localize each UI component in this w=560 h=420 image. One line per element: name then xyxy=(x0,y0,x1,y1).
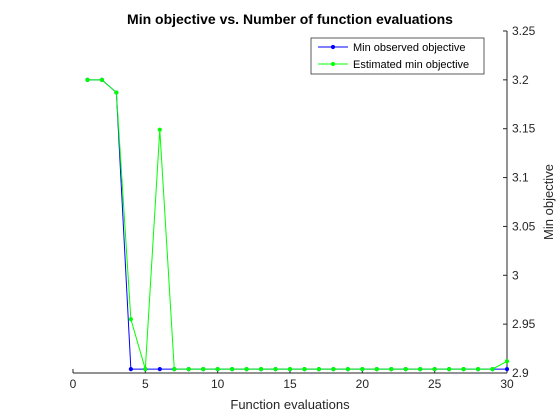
data-point-estimated-min-objective xyxy=(258,366,264,372)
y-tick-label: 3.25 xyxy=(512,24,536,38)
x-tick-label: 30 xyxy=(500,377,514,391)
data-point-estimated-min-objective xyxy=(128,317,133,322)
chart-title: Min objective vs. Number of function eva… xyxy=(127,11,453,27)
data-point-estimated-min-objective xyxy=(374,366,379,372)
legend-box xyxy=(310,37,485,75)
data-point-estimated-min-objective xyxy=(230,366,235,372)
x-tick-label: 20 xyxy=(356,377,370,391)
y-tick-label: 3.1 xyxy=(512,171,529,185)
series-layer xyxy=(85,77,510,372)
data-point-estimated-min-objective xyxy=(432,366,437,372)
data-point-estimated-min-objective xyxy=(287,366,293,372)
data-point-estimated-min-objective xyxy=(360,366,365,372)
x-ticks: 0 5 10 15 20 25 30 xyxy=(70,369,514,391)
x-tick-label: 5 xyxy=(142,377,149,391)
x-tick-label: 0 xyxy=(70,377,77,391)
x-axis-label: Function evaluations xyxy=(230,397,350,412)
data-point-estimated-min-objective xyxy=(331,366,336,372)
legend: Min observed objective Estimated min obje… xyxy=(310,37,485,75)
data-point-estimated-min-objective xyxy=(244,366,249,372)
data-point-estimated-min-objective xyxy=(345,366,350,372)
y-tick-label: 3.2 xyxy=(512,73,529,87)
y-tick-label: 2.95 xyxy=(512,317,536,331)
data-point-estimated-min-objective xyxy=(403,366,408,372)
data-point-estimated-min-objective xyxy=(143,366,148,372)
axes-box xyxy=(73,31,508,374)
legend-entries: Min observed objective Estimated min obje… xyxy=(318,42,469,71)
data-point-estimated-min-objective xyxy=(461,366,466,372)
data-point-estimated-min-objective xyxy=(504,359,510,364)
data-point-estimated-min-objective xyxy=(316,366,322,372)
y-tick-label: 3.05 xyxy=(512,219,536,233)
data-point-estimated-min-objective xyxy=(490,366,495,372)
data-point-estimated-min-objective xyxy=(475,366,481,372)
data-point-estimated-min-objective xyxy=(215,366,220,372)
y-axis-label: Min objective xyxy=(541,164,556,240)
data-point-estimated-min-objective xyxy=(201,366,206,372)
axes-background xyxy=(73,31,507,373)
data-point-min-observed-objective xyxy=(157,366,162,372)
data-point-estimated-min-objective xyxy=(447,366,452,372)
data-point-estimated-min-objective xyxy=(418,366,423,372)
x-tick-label: 15 xyxy=(283,377,297,391)
x-tick-label: 10 xyxy=(211,377,225,391)
data-point-min-observed-objective xyxy=(128,366,133,372)
series-line-estimated-min-objective xyxy=(87,79,508,370)
data-point-estimated-min-objective xyxy=(172,366,177,372)
y-ticks: 2.9 2.95 3 3.05 3.1 3.15 3.2 3.25 xyxy=(503,24,536,380)
legend-label-estimated-min-objective: Estimated min objective xyxy=(353,59,469,71)
data-point-estimated-min-objective xyxy=(114,90,119,95)
y-tick-label: 3.15 xyxy=(512,122,536,136)
legend-marker-min-observed-objective xyxy=(330,44,336,50)
data-point-estimated-min-objective xyxy=(99,77,105,82)
x-tick-label: 25 xyxy=(428,377,442,391)
legend-label-min-observed-objective: Min observed objective xyxy=(353,42,466,54)
data-point-estimated-min-objective xyxy=(273,366,278,372)
data-point-estimated-min-objective xyxy=(157,127,162,132)
data-point-estimated-min-objective xyxy=(186,366,191,372)
data-point-estimated-min-objective xyxy=(389,366,394,372)
data-point-estimated-min-objective xyxy=(85,77,90,82)
y-tick-label: 2.9 xyxy=(512,366,529,380)
data-point-estimated-min-objective xyxy=(302,366,307,372)
legend-marker-estimated-min-objective xyxy=(330,61,336,67)
y-tick-label: 3 xyxy=(512,268,519,282)
data-point-min-observed-objective xyxy=(504,366,510,372)
